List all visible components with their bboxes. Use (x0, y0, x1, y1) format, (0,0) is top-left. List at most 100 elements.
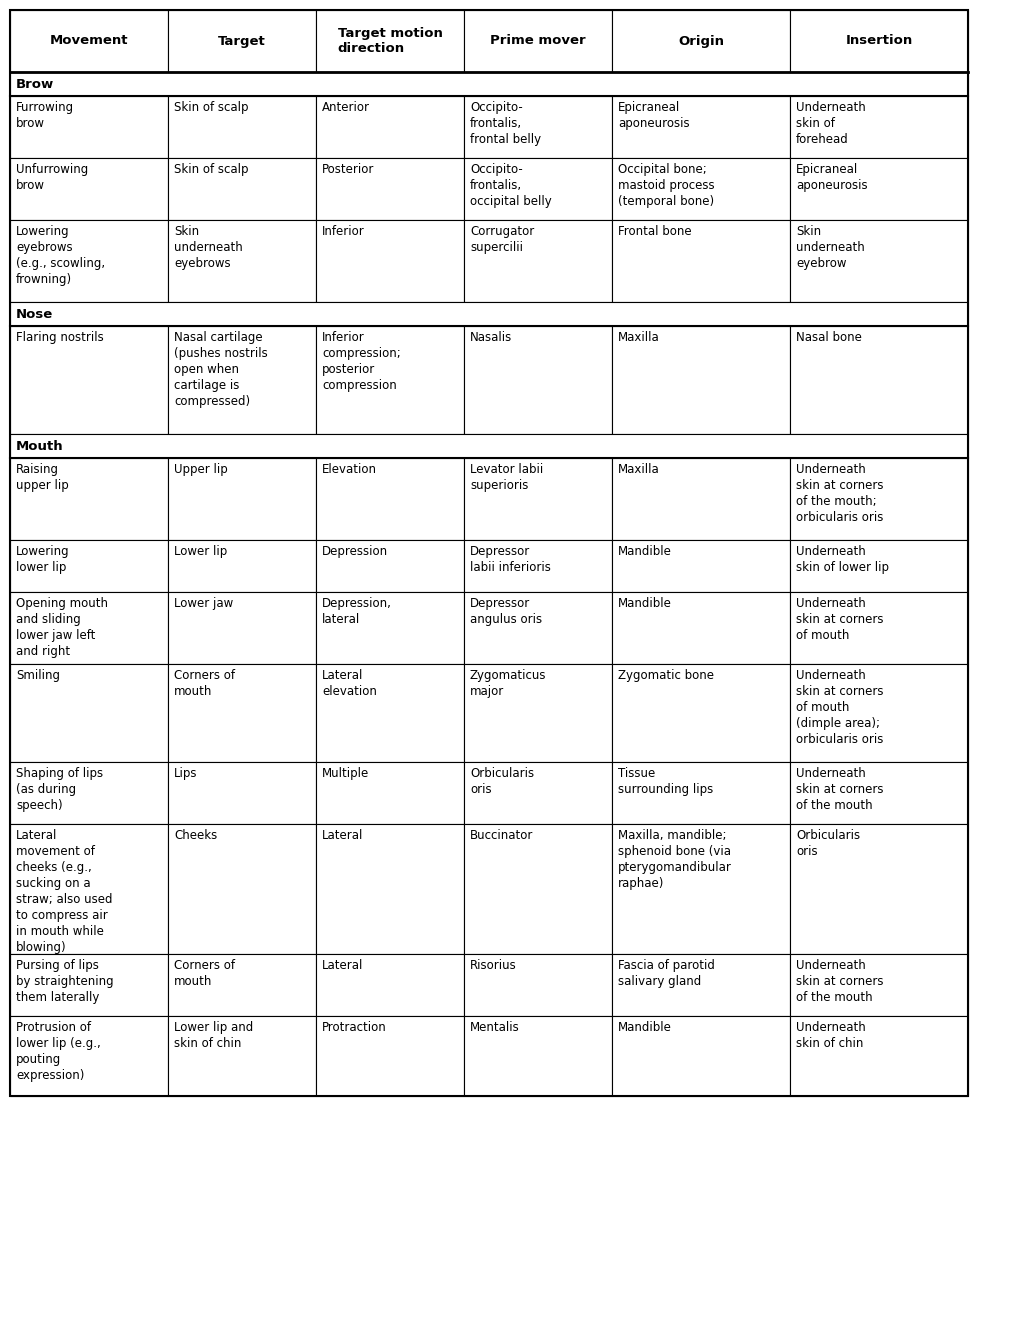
Text: Depression: Depression (322, 545, 388, 558)
Bar (168, 763, 316, 824)
Text: Lowering
lower lip: Lowering lower lip (16, 545, 69, 574)
Bar (316, 9, 464, 72)
Text: Protrusion of
lower lip (e.g.,
pouting
expression): Protrusion of lower lip (e.g., pouting e… (16, 1021, 101, 1082)
Bar (612, 954, 790, 1016)
Bar (168, 591, 316, 664)
Bar (316, 591, 464, 664)
Text: Buccinator: Buccinator (470, 830, 533, 842)
Bar (316, 96, 464, 158)
Text: Inferior: Inferior (322, 225, 365, 238)
Text: Unfurrowing
brow: Unfurrowing brow (16, 163, 89, 191)
Bar (168, 326, 316, 434)
Text: Depressor
angulus oris: Depressor angulus oris (470, 597, 542, 626)
Bar (10, 1016, 168, 1096)
Text: Shaping of lips
(as during
speech): Shaping of lips (as during speech) (16, 767, 103, 812)
Text: Depressor
labii inferioris: Depressor labii inferioris (470, 545, 551, 574)
Bar (10, 158, 168, 219)
Bar (464, 664, 612, 763)
Text: Opening mouth
and sliding
lower jaw left
and right: Opening mouth and sliding lower jaw left… (16, 597, 108, 658)
Text: Brow: Brow (16, 78, 54, 91)
Bar (316, 954, 464, 1016)
Bar (790, 954, 968, 1016)
Bar (790, 824, 968, 954)
Bar (168, 541, 316, 591)
Bar (10, 824, 168, 954)
Bar (316, 326, 464, 434)
Text: Skin of scalp: Skin of scalp (174, 100, 249, 114)
Text: Lateral: Lateral (322, 959, 364, 971)
Bar (316, 458, 464, 541)
Bar (168, 9, 316, 72)
Bar (10, 9, 168, 72)
Bar (10, 434, 968, 458)
Bar (464, 954, 612, 1016)
Text: Mouth: Mouth (16, 439, 63, 452)
Text: Orbicularis
oris: Orbicularis oris (796, 830, 860, 858)
Text: Nasal cartilage
(pushes nostrils
open when
cartilage is
compressed): Nasal cartilage (pushes nostrils open wh… (174, 330, 268, 408)
Bar (612, 591, 790, 664)
Bar (464, 158, 612, 219)
Text: Target: Target (218, 35, 266, 48)
Bar (10, 9, 968, 1096)
Bar (168, 219, 316, 302)
Text: Furrowing
brow: Furrowing brow (16, 100, 74, 130)
Bar (10, 458, 168, 541)
Text: Corners of
mouth: Corners of mouth (174, 669, 235, 698)
Bar (10, 591, 168, 664)
Text: Mandible: Mandible (618, 1021, 672, 1034)
Bar (790, 541, 968, 591)
Bar (612, 458, 790, 541)
Text: Occipito-
frontalis,
occipital belly: Occipito- frontalis, occipital belly (470, 163, 551, 207)
Text: Skin
underneath
eyebrow: Skin underneath eyebrow (796, 225, 865, 270)
Text: Lower lip and
skin of chin: Lower lip and skin of chin (174, 1021, 254, 1050)
Text: Nose: Nose (16, 308, 53, 321)
Text: Depression,
lateral: Depression, lateral (322, 597, 392, 626)
Text: Underneath
skin of chin: Underneath skin of chin (796, 1021, 866, 1050)
Bar (790, 1016, 968, 1096)
Bar (168, 158, 316, 219)
Text: Pursing of lips
by straightening
them laterally: Pursing of lips by straightening them la… (16, 959, 114, 1004)
Bar (612, 1016, 790, 1096)
Bar (464, 591, 612, 664)
Text: Inferior
compression;
posterior
compression: Inferior compression; posterior compress… (322, 330, 400, 392)
Text: Occipital bone;
mastoid process
(temporal bone): Occipital bone; mastoid process (tempora… (618, 163, 714, 207)
Text: Skin
underneath
eyebrows: Skin underneath eyebrows (174, 225, 243, 270)
Bar (10, 302, 968, 326)
Bar (464, 219, 612, 302)
Text: Epicraneal
aponeurosis: Epicraneal aponeurosis (796, 163, 867, 191)
Bar (790, 9, 968, 72)
Bar (10, 763, 168, 824)
Text: Flaring nostrils: Flaring nostrils (16, 330, 104, 344)
Text: Multiple: Multiple (322, 767, 369, 780)
Bar (612, 664, 790, 763)
Bar (790, 591, 968, 664)
Bar (10, 96, 168, 158)
Bar (612, 326, 790, 434)
Text: Target motion
direction: Target motion direction (337, 27, 442, 55)
Text: Maxilla, mandible;
sphenoid bone (via
pterygomandibular
raphae): Maxilla, mandible; sphenoid bone (via pt… (618, 830, 732, 890)
Bar (10, 326, 168, 434)
Text: Lateral
movement of
cheeks (e.g.,
sucking on a
straw; also used
to compress air
: Lateral movement of cheeks (e.g., suckin… (16, 830, 112, 954)
Bar (790, 219, 968, 302)
Bar (316, 824, 464, 954)
Text: Anterior: Anterior (322, 100, 370, 114)
Bar (790, 158, 968, 219)
Text: Fascia of parotid
salivary gland: Fascia of parotid salivary gland (618, 959, 715, 987)
Bar (316, 219, 464, 302)
Text: Mentalis: Mentalis (470, 1021, 520, 1034)
Bar (790, 458, 968, 541)
Bar (790, 326, 968, 434)
Text: Upper lip: Upper lip (174, 463, 228, 476)
Text: Underneath
skin at corners
of the mouth: Underneath skin at corners of the mouth (796, 767, 883, 812)
Bar (464, 96, 612, 158)
Text: Lower lip: Lower lip (174, 545, 227, 558)
Text: Risorius: Risorius (470, 959, 517, 971)
Text: Mandible: Mandible (618, 597, 672, 610)
Bar (316, 763, 464, 824)
Bar (612, 824, 790, 954)
Text: Smiling: Smiling (16, 669, 60, 682)
Text: Protraction: Protraction (322, 1021, 387, 1034)
Bar (168, 96, 316, 158)
Bar (168, 458, 316, 541)
Bar (316, 1016, 464, 1096)
